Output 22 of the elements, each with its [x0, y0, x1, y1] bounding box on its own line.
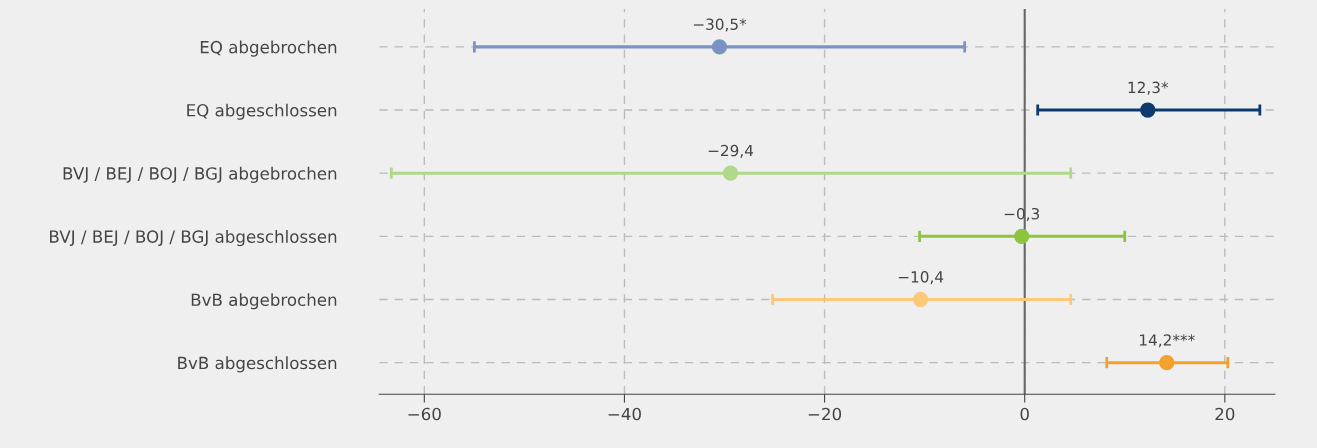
- y-tick-label: BVJ / BEJ / BOJ / BGJ abgeschlossen: [50, 230, 337, 247]
- x-tick-label: −20: [808, 407, 842, 421]
- data-label: 14,2***: [1140, 334, 1195, 348]
- y-tick-label: EQ abgeschlossen: [187, 103, 337, 120]
- y-tick-label: BVJ / BEJ / BOJ / BGJ abgebrochen: [63, 166, 337, 183]
- point: [1014, 228, 1030, 244]
- data-label: −30,5*: [693, 18, 747, 32]
- point: [912, 291, 929, 308]
- y-tick-label: EQ abgebrochen: [200, 40, 337, 57]
- x-tick-label: −60: [408, 407, 441, 421]
- point: [722, 165, 739, 181]
- y-tick-label: BvB abgeschlossen: [178, 356, 337, 373]
- x-tick-label: 0: [1020, 407, 1029, 421]
- x-tick-label: 20: [1215, 407, 1235, 421]
- point: [711, 39, 728, 55]
- point: [1140, 102, 1156, 118]
- data-label: 12,3*: [1128, 81, 1169, 95]
- data-label: −10,4: [898, 271, 944, 285]
- y-tick-label: BvB abgebrochen: [191, 293, 337, 310]
- data-label: −29,4: [708, 144, 754, 158]
- x-tick-label: −40: [608, 407, 641, 421]
- point: [1159, 355, 1175, 371]
